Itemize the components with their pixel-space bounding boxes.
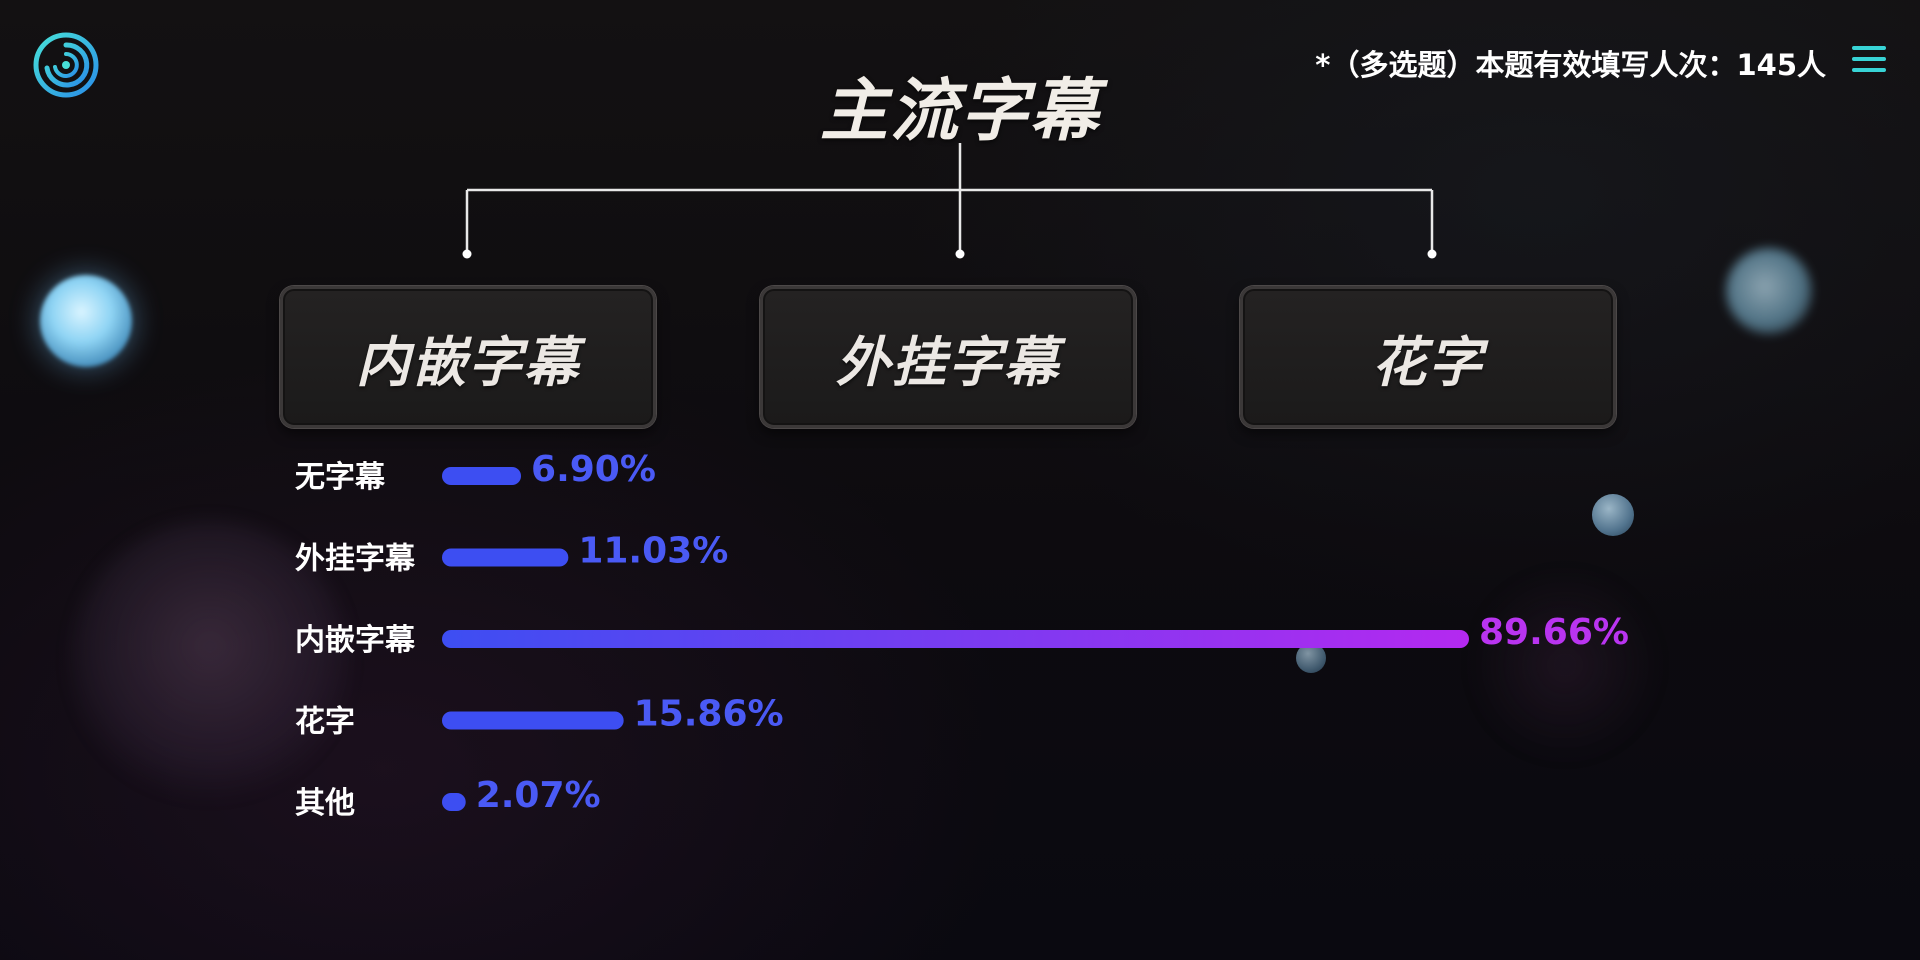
decorative-orb [1592, 494, 1634, 536]
category-box-embedded: 内嵌字幕 [280, 286, 656, 428]
decorative-orb [1470, 570, 1660, 760]
page-title: 主流字幕 [819, 72, 1100, 151]
value-label: 11.03% [578, 531, 728, 572]
spiral-logo-icon[interactable] [33, 32, 99, 98]
value-label: 6.90% [531, 449, 656, 490]
decorative-orb [70, 520, 350, 800]
category-tick-label: 花字 [295, 705, 355, 740]
category-tick-label: 其他 [295, 786, 355, 821]
category-tick-label: 内嵌字幕 [295, 623, 416, 658]
bar [442, 711, 624, 730]
decorative-orb [1726, 248, 1812, 334]
category-tick-label: 无字幕 [295, 460, 386, 495]
category-tick-label: 外挂字幕 [295, 542, 416, 577]
value-label: 2.07% [476, 775, 601, 816]
category-label: 内嵌字幕 [356, 330, 580, 394]
bar [442, 467, 522, 485]
response-count-note: *（多选题）本题有效填写人次：145人 [1315, 48, 1826, 82]
bar [442, 630, 1469, 648]
decorative-orb [40, 275, 132, 367]
category-box-fancy-text: 花字 [1240, 286, 1616, 428]
category-box-external: 外挂字幕 [760, 286, 1136, 428]
category-label: 花字 [1372, 330, 1484, 394]
category-label: 外挂字幕 [836, 330, 1060, 394]
bar [442, 793, 466, 811]
hamburger-menu-icon[interactable] [1852, 46, 1886, 76]
value-label: 15.86% [634, 694, 784, 735]
value-label: 89.66% [1479, 612, 1629, 653]
bar [442, 548, 569, 567]
